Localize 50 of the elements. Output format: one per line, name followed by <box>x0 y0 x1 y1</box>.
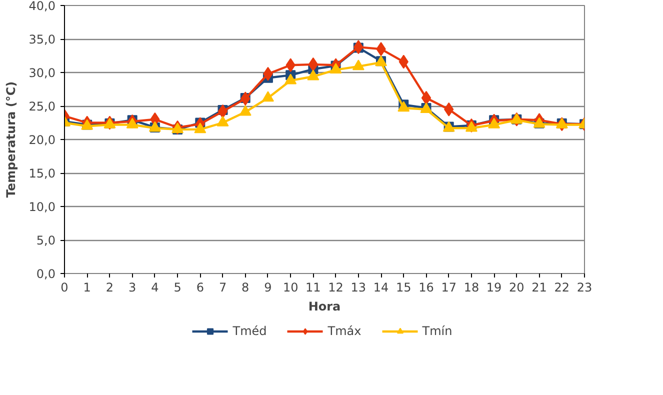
y-tick-label: 40,0 <box>28 0 56 13</box>
x-tick-label: 11 <box>306 280 321 294</box>
x-tick-label: 6 <box>196 280 204 294</box>
point <box>126 118 138 128</box>
legend-label: Tméd <box>232 324 267 338</box>
x-tick-label: 0 <box>60 280 68 294</box>
point <box>307 70 320 80</box>
y-tick-label: 25,0 <box>28 100 56 114</box>
y-tick-label: 10,0 <box>28 200 56 214</box>
y-tick-label: 5,0 <box>36 234 56 248</box>
point <box>488 118 500 128</box>
point <box>194 122 206 134</box>
y-tick-label: 0,0 <box>36 267 56 281</box>
x-tick-label: 4 <box>151 280 159 294</box>
y-tick-label: 35,0 <box>28 32 56 46</box>
x-tick-label: 14 <box>373 280 389 294</box>
x-tick-label: 23 <box>576 280 592 294</box>
x-tick-label: 18 <box>464 280 480 294</box>
x-tick-label: 5 <box>174 280 182 294</box>
point <box>308 57 318 72</box>
point <box>284 74 297 84</box>
point <box>218 104 228 118</box>
x-tick-label: 10 <box>282 280 298 294</box>
y-tick-label: 30,0 <box>28 66 56 80</box>
x-tick-label: 13 <box>350 280 366 294</box>
x-tick-label: 7 <box>218 280 227 294</box>
point <box>239 105 252 116</box>
x-axis-title: Hora <box>308 300 341 314</box>
point <box>262 91 274 102</box>
x-tick-label: 1 <box>83 280 91 294</box>
point <box>421 90 432 105</box>
point <box>216 116 229 126</box>
x-tick-label: 2 <box>106 280 114 294</box>
y-tick-label: 20,0 <box>28 133 56 147</box>
legend-label: Tmín <box>422 324 452 338</box>
x-tick-label: 15 <box>396 280 412 294</box>
y-axis-title: Temperatura (°C) <box>4 81 18 198</box>
x-tick-label: 21 <box>532 280 547 294</box>
x-tick-label: 3 <box>128 280 136 294</box>
y-tick-label: 15,0 <box>28 166 56 180</box>
x-tick-label: 16 <box>418 280 434 294</box>
x-tick-label: 20 <box>509 280 524 294</box>
x-tick-label: 19 <box>486 280 502 294</box>
point <box>352 60 364 70</box>
x-tick-label: 17 <box>441 280 456 294</box>
x-tick-label: 22 <box>554 280 570 294</box>
legend-label: Tmáx <box>328 324 362 338</box>
x-tick-label: 8 <box>242 280 250 294</box>
x-tick-label: 9 <box>264 280 272 294</box>
x-tick-label: 12 <box>328 280 344 294</box>
